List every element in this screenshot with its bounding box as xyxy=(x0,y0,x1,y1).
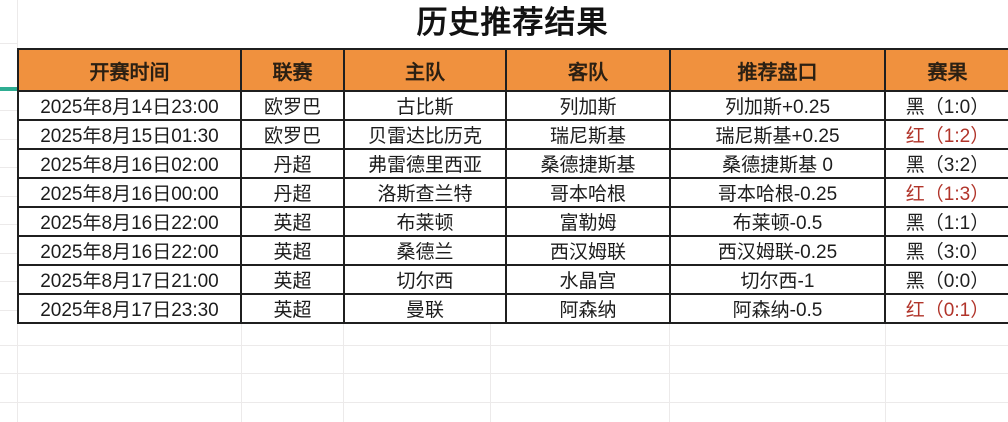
cell-league[interactable]: 英超 xyxy=(240,235,345,266)
cell-handicap[interactable]: 西汉姆联-0.25 xyxy=(669,235,886,266)
cell-away[interactable]: 瑞尼斯基 xyxy=(505,119,671,150)
cell-handicap[interactable]: 阿森纳-0.5 xyxy=(669,293,886,324)
header-cell-home[interactable]: 主队 xyxy=(343,48,507,92)
cell-time[interactable]: 2025年8月16日22:00 xyxy=(17,235,242,266)
cell-home[interactable]: 古比斯 xyxy=(343,90,507,121)
cell-handicap[interactable]: 布莱顿-0.5 xyxy=(669,206,886,237)
header-cell-away[interactable]: 客队 xyxy=(505,48,671,92)
header-cell-time[interactable]: 开赛时间 xyxy=(17,48,242,92)
cell-league[interactable]: 英超 xyxy=(240,264,345,295)
cell-away[interactable]: 桑德捷斯基 xyxy=(505,148,671,179)
table-row: 2025年8月16日02:00 丹超 弗雷德里西亚 桑德捷斯基 桑德捷斯基 0 黑（3:2… xyxy=(17,148,1008,179)
table-row: 2025年8月17日21:00 英超 切尔西 水晶宫 切尔西-1 黑（0:0） xyxy=(17,264,1008,295)
cell-league[interactable]: 欧罗巴 xyxy=(240,90,345,121)
gridline xyxy=(669,318,670,422)
cell-result[interactable]: 黑（1:0） xyxy=(884,90,1008,121)
cell-away[interactable]: 水晶宫 xyxy=(505,264,671,295)
gridline xyxy=(0,167,17,168)
cell-handicap[interactable]: 哥本哈根-0.25 xyxy=(669,177,886,208)
cell-home[interactable]: 布莱顿 xyxy=(343,206,507,237)
header-cell-handicap[interactable]: 推荐盘口 xyxy=(669,48,886,92)
table-row: 2025年8月16日22:00 英超 桑德兰 西汉姆联 西汉姆联-0.25 黑（3:0） xyxy=(17,235,1008,266)
cell-home[interactable]: 洛斯查兰特 xyxy=(343,177,507,208)
cell-away[interactable]: 哥本哈根 xyxy=(505,177,671,208)
gridline xyxy=(0,373,1008,374)
gridline xyxy=(0,139,17,140)
cell-handicap[interactable]: 桑德捷斯基 0 xyxy=(669,148,886,179)
gridline xyxy=(0,196,17,197)
table-row: 2025年8月16日00:00 丹超 洛斯查兰特 哥本哈根 哥本哈根-0.25 红（1:3… xyxy=(17,177,1008,208)
cell-time[interactable]: 2025年8月16日22:00 xyxy=(17,206,242,237)
cell-away[interactable]: 富勒姆 xyxy=(505,206,671,237)
cell-result[interactable]: 红（0:1） xyxy=(884,293,1008,324)
table-row: 2025年8月14日23:00 欧罗巴 古比斯 列加斯 列加斯+0.25 黑（1:0） xyxy=(17,90,1008,121)
cell-time[interactable]: 2025年8月14日23:00 xyxy=(17,90,242,121)
results-table-body: 2025年8月14日23:00 欧罗巴 古比斯 列加斯 列加斯+0.25 黑（1:0） 20… xyxy=(17,90,1008,324)
cell-league[interactable]: 丹超 xyxy=(240,177,345,208)
cell-home[interactable]: 切尔西 xyxy=(343,264,507,295)
gridline xyxy=(0,345,1008,346)
gridline xyxy=(0,402,1008,403)
cell-league[interactable]: 英超 xyxy=(240,206,345,237)
cell-result[interactable]: 黑（3:2） xyxy=(884,148,1008,179)
cell-handicap[interactable]: 列加斯+0.25 xyxy=(669,90,886,121)
cell-handicap[interactable]: 切尔西-1 xyxy=(669,264,886,295)
frozen-pane-indicator xyxy=(0,87,17,91)
cell-home[interactable]: 贝雷达比历克 xyxy=(343,119,507,150)
cell-away[interactable]: 阿森纳 xyxy=(505,293,671,324)
cell-home[interactable]: 桑德兰 xyxy=(343,235,507,266)
gridline xyxy=(0,224,17,225)
gridline xyxy=(885,318,886,422)
cell-result[interactable]: 黑（3:0） xyxy=(884,235,1008,266)
gridline xyxy=(241,318,242,422)
table-row: 2025年8月16日22:00 英超 布莱顿 富勒姆 布莱顿-0.5 黑（1:1） xyxy=(17,206,1008,237)
gridline xyxy=(490,318,491,422)
header-cell-result[interactable]: 赛果 xyxy=(884,48,1008,92)
cell-result[interactable]: 黑（0:0） xyxy=(884,264,1008,295)
cell-result[interactable]: 红（1:2） xyxy=(884,119,1008,150)
table-header-row: 开赛时间 联赛 主队 客队 推荐盘口 赛果 xyxy=(17,48,1008,92)
header-cell-league[interactable]: 联赛 xyxy=(240,48,345,92)
cell-handicap[interactable]: 瑞尼斯基+0.25 xyxy=(669,119,886,150)
cell-time[interactable]: 2025年8月17日21:00 xyxy=(17,264,242,295)
cell-league[interactable]: 英超 xyxy=(240,293,345,324)
results-table: 开赛时间 联赛 主队 客队 推荐盘口 赛果 2025年8月14日23:00 欧罗巴… xyxy=(17,48,1008,324)
cell-time[interactable]: 2025年8月15日01:30 xyxy=(17,119,242,150)
cell-time[interactable]: 2025年8月16日00:00 xyxy=(17,177,242,208)
cell-away[interactable]: 列加斯 xyxy=(505,90,671,121)
gridline xyxy=(0,43,17,44)
gridline xyxy=(0,310,17,311)
cell-league[interactable]: 丹超 xyxy=(240,148,345,179)
gridline xyxy=(0,253,17,254)
cell-time[interactable]: 2025年8月16日02:00 xyxy=(17,148,242,179)
cell-away[interactable]: 西汉姆联 xyxy=(505,235,671,266)
page-title: 历史推荐结果 xyxy=(416,5,609,40)
gridline xyxy=(343,318,344,422)
gridline xyxy=(0,110,17,111)
table-row: 2025年8月15日01:30 欧罗巴 贝雷达比历克 瑞尼斯基 瑞尼斯基+0.25 红（1… xyxy=(17,119,1008,150)
cell-result[interactable]: 红（1:3） xyxy=(884,177,1008,208)
cell-result[interactable]: 黑（1:1） xyxy=(884,206,1008,237)
cell-home[interactable]: 曼联 xyxy=(343,293,507,324)
cell-league[interactable]: 欧罗巴 xyxy=(240,119,345,150)
cell-time[interactable]: 2025年8月17日23:30 xyxy=(17,293,242,324)
cell-home[interactable]: 弗雷德里西亚 xyxy=(343,148,507,179)
table-row: 2025年8月17日23:30 英超 曼联 阿森纳 阿森纳-0.5 红（0:1） xyxy=(17,293,1008,324)
gridline xyxy=(0,281,17,282)
